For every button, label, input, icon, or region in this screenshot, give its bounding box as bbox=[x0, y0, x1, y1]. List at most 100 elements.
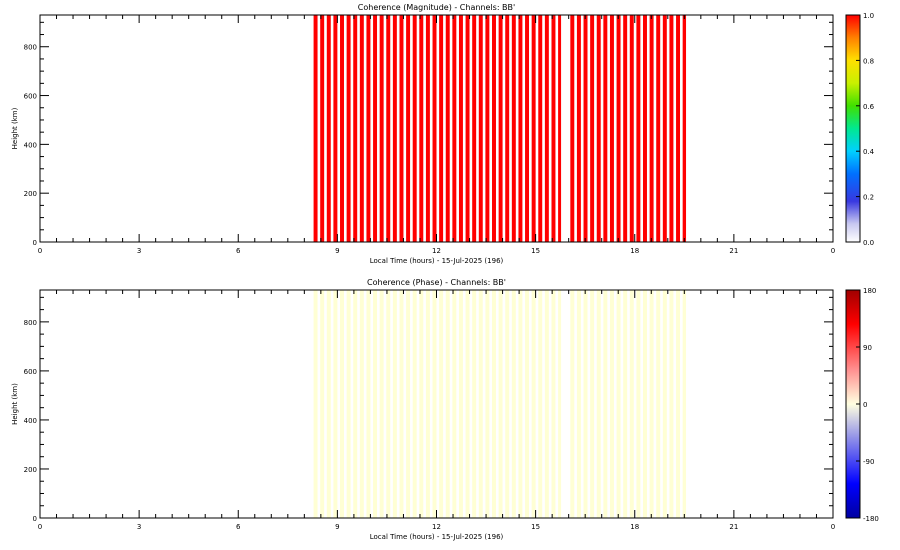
data-column bbox=[558, 290, 562, 518]
data-column bbox=[406, 290, 411, 518]
data-column bbox=[616, 290, 621, 518]
data-column bbox=[623, 290, 628, 518]
data-column bbox=[399, 290, 404, 518]
x-tick-label: 3 bbox=[137, 523, 141, 531]
x-tick-label: 12 bbox=[432, 247, 441, 255]
data-column bbox=[538, 290, 543, 518]
chart-title: Coherence (Phase) - Channels: BB' bbox=[367, 278, 506, 287]
y-tick-label: 400 bbox=[24, 417, 37, 425]
data-column bbox=[576, 290, 581, 518]
data-column bbox=[472, 15, 477, 242]
data-column bbox=[676, 290, 681, 518]
x-tick-label: 18 bbox=[630, 247, 639, 255]
data-column bbox=[544, 15, 549, 242]
colorbar-tick-label: -180 bbox=[863, 515, 879, 523]
data-column bbox=[326, 290, 331, 518]
data-column bbox=[629, 15, 634, 242]
x-ticks bbox=[39, 290, 834, 518]
data-column bbox=[609, 15, 614, 242]
colorbar: -180 -90 0 90 180 bbox=[845, 287, 879, 523]
x-tick-label: 15 bbox=[531, 523, 540, 531]
colorbar-tick-label: -90 bbox=[863, 458, 874, 466]
data-column bbox=[498, 15, 503, 242]
y-tick-label: 800 bbox=[24, 44, 37, 52]
data-column bbox=[636, 15, 641, 242]
data-column bbox=[399, 15, 404, 242]
data-column bbox=[531, 15, 536, 242]
data-column bbox=[386, 290, 391, 518]
data-column bbox=[485, 15, 490, 242]
data-column bbox=[379, 290, 384, 518]
data-column bbox=[682, 290, 687, 518]
y-ticks bbox=[40, 296, 833, 519]
x-tick-label: 3 bbox=[137, 247, 141, 255]
colorbar-tick-label: 180 bbox=[863, 287, 876, 295]
data-column bbox=[576, 15, 581, 242]
data-column bbox=[525, 290, 530, 518]
data-column bbox=[531, 290, 536, 518]
data-column bbox=[346, 15, 351, 242]
data-column bbox=[538, 15, 543, 242]
data-column bbox=[656, 15, 661, 242]
data-column bbox=[558, 15, 562, 242]
x-tick-label: 12 bbox=[432, 523, 441, 531]
x-tick-label: 6 bbox=[236, 523, 241, 531]
data-column bbox=[439, 15, 444, 242]
data-column bbox=[386, 15, 391, 242]
x-tick-label: 18 bbox=[630, 523, 639, 531]
data-column bbox=[603, 15, 608, 242]
data-column bbox=[643, 15, 647, 242]
x-tick-label: 0 bbox=[831, 247, 835, 255]
data-column bbox=[412, 15, 417, 242]
data-column bbox=[616, 15, 621, 242]
data-column bbox=[544, 290, 549, 518]
chart-title: Coherence (Magnitude) - Channels: BB' bbox=[358, 3, 515, 12]
data-column bbox=[643, 290, 647, 518]
data-column bbox=[439, 290, 444, 518]
data-column bbox=[590, 15, 595, 242]
data-column bbox=[570, 290, 575, 518]
data-column bbox=[465, 15, 470, 242]
colorbar-tick-label: 0.4 bbox=[863, 148, 875, 156]
data-column bbox=[478, 15, 483, 242]
data-column bbox=[452, 290, 457, 518]
data-column bbox=[419, 15, 424, 242]
data-column bbox=[432, 15, 437, 242]
y-tick-label: 200 bbox=[24, 190, 37, 198]
data-column bbox=[682, 15, 687, 242]
data-column bbox=[669, 290, 674, 518]
data-column bbox=[662, 290, 667, 518]
data-column bbox=[373, 15, 378, 242]
data-column bbox=[432, 290, 437, 518]
data-column bbox=[406, 15, 411, 242]
data-column bbox=[465, 290, 470, 518]
data-column bbox=[392, 290, 397, 518]
data-column bbox=[340, 290, 344, 518]
data-column bbox=[478, 290, 483, 518]
data-column bbox=[669, 15, 674, 242]
y-tick-label: 0 bbox=[33, 515, 37, 523]
data-column bbox=[425, 290, 430, 518]
colorbar-gradient bbox=[845, 14, 861, 243]
colorbar-tick-label: 1.0 bbox=[863, 12, 874, 20]
data-column bbox=[551, 15, 556, 242]
data-column bbox=[590, 290, 595, 518]
data-column bbox=[445, 15, 450, 242]
data-layer bbox=[313, 15, 687, 242]
x-axis-label: Local Time (hours) - 15-Jul-2025 (196) bbox=[370, 257, 504, 265]
y-tick-label: 400 bbox=[24, 141, 37, 149]
data-column bbox=[629, 290, 634, 518]
data-column bbox=[511, 290, 516, 518]
data-column bbox=[320, 15, 325, 242]
data-column bbox=[492, 290, 496, 518]
data-column bbox=[492, 15, 496, 242]
data-column bbox=[313, 290, 318, 518]
colorbar-tick-label: 90 bbox=[863, 344, 872, 352]
data-column bbox=[518, 15, 523, 242]
y-tick-label: 200 bbox=[24, 466, 37, 474]
data-column bbox=[505, 290, 510, 518]
data-column bbox=[425, 15, 430, 242]
